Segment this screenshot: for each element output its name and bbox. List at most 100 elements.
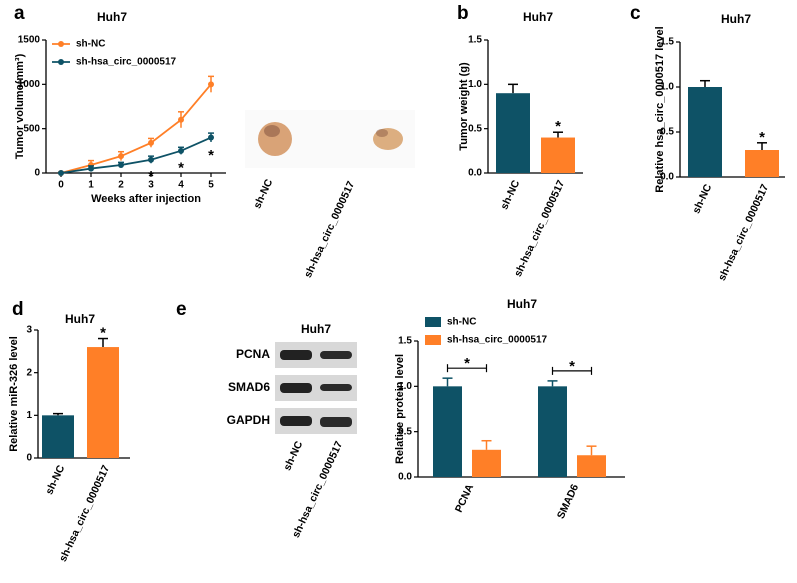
significance-mark: * xyxy=(100,325,106,342)
x-tick-label: sh-hsa_circ_0000517 xyxy=(716,182,771,282)
x-tick-label: sh-NC xyxy=(690,182,714,215)
bar xyxy=(538,386,567,477)
legend-label: sh-hsa_circ_0000517 xyxy=(447,335,548,346)
y-tick-label: 1.5 xyxy=(660,37,674,48)
x-tick-label: sh-NC xyxy=(251,177,275,210)
y-tick-label: 1.5 xyxy=(398,336,412,347)
y-axis-label: Tumor weight (g) xyxy=(458,62,470,151)
x-tick-label: 5 xyxy=(208,180,214,191)
panel-letter: b xyxy=(457,3,469,24)
x-tick-label: sh-hsa_circ_0000517 xyxy=(302,179,357,279)
blot-row-label: GAPDH xyxy=(227,413,270,427)
y-tick-label: 0.0 xyxy=(468,168,482,179)
y-axis-label: Relative miR-326 level xyxy=(8,336,20,452)
x-tick-label: sh-NC xyxy=(43,463,67,496)
y-axis-label: Relative protein level xyxy=(394,354,406,464)
x-axis-label: Weeks after injection xyxy=(91,193,201,205)
significance-mark: * xyxy=(208,147,214,164)
x-tick-label: 0 xyxy=(58,180,64,191)
data-point xyxy=(118,162,124,169)
blot-row-label: SMAD6 xyxy=(228,380,270,394)
legend-swatch xyxy=(425,317,441,327)
significance-mark: * xyxy=(178,159,184,176)
chart-title: Huh7 xyxy=(301,322,331,336)
blot-band xyxy=(320,351,352,359)
bar xyxy=(42,415,74,458)
data-point xyxy=(178,116,184,123)
y-axis-label: Tumor volume(mm³) xyxy=(14,53,26,159)
chart-title: Huh7 xyxy=(97,10,127,24)
bar xyxy=(433,386,462,477)
data-point xyxy=(148,139,154,146)
x-tick-label: 1 xyxy=(88,180,94,191)
legend-label: sh-hsa_circ_0000517 xyxy=(76,57,177,68)
significance-mark: * xyxy=(759,129,765,146)
legend-label: sh-NC xyxy=(447,317,476,328)
data-point xyxy=(88,165,94,172)
data-point xyxy=(208,81,214,88)
x-tick-label: PCNA xyxy=(453,482,477,514)
significance-mark: * xyxy=(555,118,561,135)
legend-marker xyxy=(58,59,64,65)
chart-title: Huh7 xyxy=(523,10,553,24)
bar xyxy=(496,93,530,173)
bar xyxy=(577,455,606,477)
y-tick-label: 1.5 xyxy=(468,35,482,46)
tumor-shade xyxy=(264,125,280,137)
x-tick-label: 2 xyxy=(118,180,124,191)
bar xyxy=(87,347,119,458)
significance-mark: * xyxy=(148,168,154,185)
y-tick-label: 0 xyxy=(26,453,32,464)
data-point xyxy=(148,156,154,163)
y-tick-label: 500 xyxy=(23,123,40,134)
legend-label: sh-NC xyxy=(76,39,105,50)
significance-mark: * xyxy=(464,355,470,372)
x-tick-label: SMAD6 xyxy=(555,482,581,521)
bar xyxy=(688,87,722,177)
series-line xyxy=(60,83,212,174)
legend-marker xyxy=(58,41,64,47)
y-axis-label: Relative hsa_circ_0000517 level xyxy=(654,26,666,192)
chart-title: Huh7 xyxy=(507,297,537,311)
blot-band xyxy=(280,383,312,393)
bar xyxy=(472,449,501,477)
x-tick-label: sh-hsa_circ_0000517 xyxy=(512,178,567,278)
y-tick-label: 1500 xyxy=(18,35,41,46)
y-tick-label: 0 xyxy=(34,168,40,179)
y-tick-label: 0.5 xyxy=(660,127,674,138)
y-tick-label: 3 xyxy=(26,325,32,336)
y-tick-label: 0.0 xyxy=(398,472,412,483)
blot-band xyxy=(280,350,312,360)
y-tick-label: 1000 xyxy=(18,79,41,90)
bar xyxy=(541,137,575,173)
blot-band xyxy=(280,416,312,426)
legend-swatch xyxy=(425,335,441,345)
data-point xyxy=(118,153,124,160)
panel-letter: a xyxy=(14,3,25,24)
tumor-shade xyxy=(376,129,388,137)
x-tick-label: 4 xyxy=(178,180,184,191)
y-tick-label: 1.0 xyxy=(398,381,412,392)
y-tick-label: 0.0 xyxy=(660,172,674,183)
x-tick-label: sh-NC xyxy=(281,439,305,472)
y-tick-label: 2 xyxy=(26,367,32,378)
panel-letter: e xyxy=(176,299,187,320)
y-tick-label: 0.5 xyxy=(468,123,482,134)
significance-mark: * xyxy=(569,358,575,375)
y-tick-label: 0.5 xyxy=(398,426,412,437)
series-line xyxy=(60,136,212,174)
x-tick-label: 3 xyxy=(148,180,154,191)
blot-band xyxy=(320,384,352,391)
data-point xyxy=(58,170,64,176)
blot-band xyxy=(320,417,352,427)
panel-letter: d xyxy=(12,299,24,320)
x-tick-label: sh-hsa_circ_0000517 xyxy=(57,463,112,563)
y-tick-label: 1.0 xyxy=(660,82,674,93)
x-tick-label: sh-NC xyxy=(498,178,522,211)
bar xyxy=(745,150,779,177)
panel-letter: c xyxy=(630,3,641,24)
blot-row-label: PCNA xyxy=(236,347,270,361)
chart-title: Huh7 xyxy=(65,312,95,326)
y-tick-label: 1 xyxy=(26,410,32,421)
